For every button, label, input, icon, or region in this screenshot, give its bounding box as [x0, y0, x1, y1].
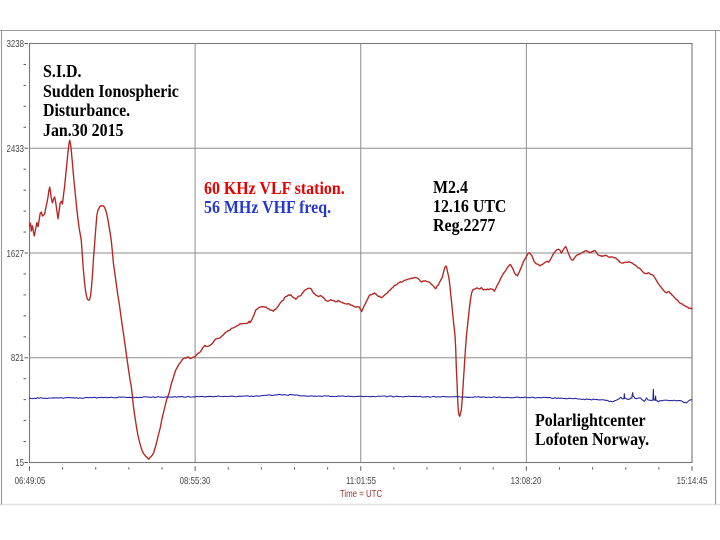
- event-line-2: 12.16 UTC: [432, 195, 506, 216]
- y-tick-label: 3238: [6, 38, 24, 51]
- y-tick-label: 15: [15, 457, 24, 470]
- y-tick-label: 821: [10, 352, 24, 365]
- x-tick-label: 08:55:30: [179, 475, 211, 487]
- credit-line-1: Polarlightcenter: [535, 409, 646, 430]
- plot-border: [28, 42, 693, 464]
- chart-title-annotation: S.I.D. Sudden Ionospheric Disturbance. J…: [42, 61, 179, 140]
- station-credit-annotation: Polarlightcenter Lofoten Norway.: [535, 409, 650, 450]
- title-line-3: Disturbance.: [42, 100, 130, 121]
- vhf-signal-curve: [28, 388, 693, 404]
- title-line-2: Sudden Ionospheric: [42, 80, 179, 101]
- y-tick-label: 1627: [6, 247, 24, 260]
- x-axis-title: Time = UTC: [339, 487, 382, 500]
- x-tick-label: 11:01:55: [345, 475, 376, 487]
- title-line-1: S.I.D.: [42, 61, 82, 82]
- vlf-signal-curve: [28, 139, 693, 460]
- title-line-4: Jan.30 2015: [42, 119, 124, 140]
- event-line-1: M2.4: [432, 177, 468, 198]
- event-line-3: Reg.2277: [432, 214, 495, 235]
- x-tick-label: 15:14:45: [676, 475, 708, 487]
- x-tick-label: 06:49:05: [14, 475, 45, 487]
- flare-event-annotation: M2.4 12.16 UTC Reg.2277: [433, 178, 506, 234]
- legend-vlf-label: 60 KHz VLF station.: [204, 177, 345, 198]
- y-tick-label: 2433: [6, 142, 24, 155]
- x-tick-label: 13:08:20: [511, 475, 542, 487]
- credit-line-2: Lofoten Norway.: [535, 428, 650, 449]
- legend-vhf-label: 56 MHz VHF freq.: [204, 197, 332, 217]
- legend: 60 KHz VLF station. 56 MHz VHF freq.: [204, 177, 345, 218]
